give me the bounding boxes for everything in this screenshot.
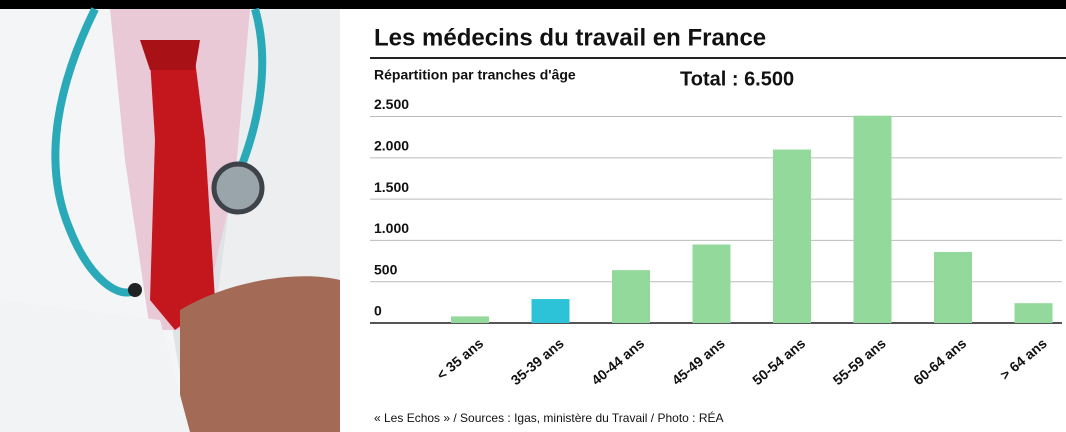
top-band (0, 0, 1066, 9)
total-annotation: Total : 6.500 (680, 68, 794, 90)
x-tick-label: 35-39 ans (508, 335, 567, 388)
y-tick-label: 0 (374, 303, 382, 319)
y-tick-label: 2.000 (374, 138, 409, 154)
subtitle: Répartition par tranches d'âge (374, 67, 576, 83)
source: « Les Echos » / Sources : Igas, ministèr… (374, 410, 724, 425)
x-tick-label: 50-54 ans (749, 335, 808, 388)
x-tick-label: 40-44 ans (588, 335, 647, 388)
bar (532, 299, 570, 323)
bar (934, 252, 972, 323)
bar (451, 316, 489, 323)
x-tick-label: 60-64 ans (910, 335, 969, 388)
chart: Les médecins du travail en France Répart… (0, 0, 1066, 432)
y-tick-label: 1.000 (374, 220, 409, 236)
page: Les médecins du travail en France Répart… (0, 0, 1066, 432)
x-tick-label: < 35 ans (433, 335, 486, 383)
y-tick-label: 500 (374, 261, 398, 277)
bar (854, 116, 892, 323)
bar (773, 150, 811, 323)
photo (0, 9, 340, 432)
y-tick-label: 1.500 (374, 179, 409, 195)
x-tick-label: 45-49 ans (669, 335, 728, 388)
bar (693, 245, 731, 323)
y-tick-label: 2.500 (374, 96, 409, 112)
bar (612, 270, 650, 323)
bar (1015, 303, 1053, 323)
x-tick-label: 55-59 ans (830, 335, 889, 388)
chart-title: Les médecins du travail en France (374, 24, 766, 51)
x-tick-label: > 64 ans (997, 335, 1050, 383)
